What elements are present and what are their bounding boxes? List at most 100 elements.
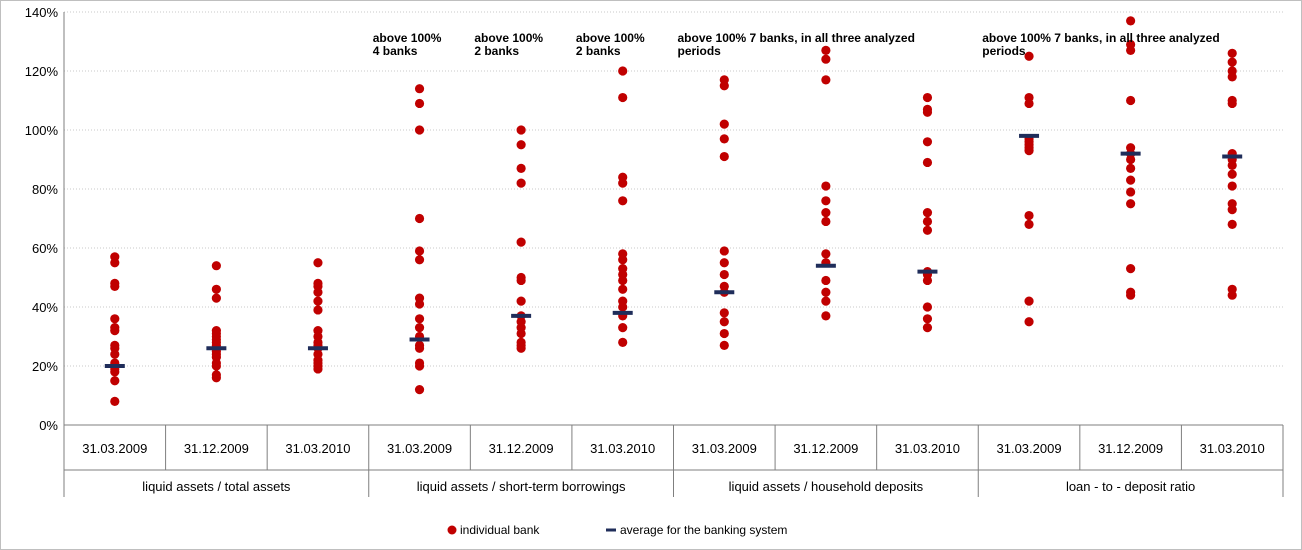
individual-bank-point bbox=[1227, 48, 1237, 58]
legend: individual bank average for the banking … bbox=[447, 523, 787, 537]
x-tick-label: 31.12.2009 bbox=[793, 441, 858, 456]
x-tick-label: 31.03.2010 bbox=[285, 441, 350, 456]
individual-bank-point bbox=[719, 246, 729, 256]
group-label: liquid assets / household deposits bbox=[729, 479, 924, 494]
individual-bank-point bbox=[821, 311, 831, 321]
annotation-line: 2 banks bbox=[576, 44, 621, 58]
individual-bank-point bbox=[516, 163, 526, 173]
individual-bank-point bbox=[1024, 317, 1034, 327]
individual-bank-point bbox=[922, 137, 933, 147]
individual-bank-point bbox=[618, 249, 628, 259]
y-tick-label: 60% bbox=[32, 241, 58, 256]
x-tick-label: 31.03.2009 bbox=[387, 441, 452, 456]
individual-bank-point bbox=[1024, 51, 1034, 61]
individual-bank-point bbox=[313, 278, 323, 288]
individual-bank-point bbox=[1024, 296, 1034, 306]
group-label: loan - to - deposit ratio bbox=[1066, 479, 1195, 494]
y-tick-label: 20% bbox=[32, 359, 58, 374]
x-tick-label: 31.03.2010 bbox=[590, 441, 655, 456]
y-tick-label: 140% bbox=[25, 5, 59, 20]
individual-bank-point bbox=[414, 385, 425, 395]
individual-bank-point bbox=[821, 196, 831, 206]
individual-bank-point bbox=[922, 302, 933, 312]
gridlines bbox=[64, 11, 1283, 367]
individual-bank-point bbox=[1126, 187, 1136, 197]
y-tick-label: 40% bbox=[32, 300, 58, 315]
individual-bank-point bbox=[618, 196, 628, 206]
individual-bank-point bbox=[719, 269, 729, 280]
individual-bank-point bbox=[618, 296, 628, 306]
x-tick-label: 31.03.2009 bbox=[997, 441, 1062, 456]
individual-bank-point bbox=[1227, 181, 1237, 191]
individual-bank-point bbox=[922, 92, 933, 103]
individual-bank-point bbox=[719, 151, 729, 162]
individual-bank-point bbox=[313, 258, 323, 268]
individual-bank-point bbox=[110, 376, 120, 386]
individual-bank-point bbox=[110, 396, 120, 406]
individual-bank-point bbox=[1227, 169, 1237, 179]
individual-bank-point bbox=[922, 323, 933, 333]
individual-bank-point bbox=[618, 323, 628, 333]
individual-bank-point bbox=[719, 317, 729, 327]
individual-bank-point bbox=[1227, 284, 1237, 294]
individual-bank-point bbox=[821, 249, 831, 259]
individual-bank-point bbox=[1227, 57, 1237, 67]
individual-bank-point bbox=[414, 213, 425, 224]
individual-bank-point bbox=[110, 323, 120, 333]
individual-bank-point bbox=[211, 284, 221, 294]
individual-bank-point bbox=[618, 264, 628, 274]
individual-bank-point bbox=[414, 314, 425, 324]
legend-individual-label: individual bank bbox=[460, 523, 540, 537]
individual-bank-point bbox=[1126, 143, 1136, 153]
individual-bank-point bbox=[414, 255, 425, 265]
individual-bank-point bbox=[1126, 175, 1136, 185]
individual-bank-point bbox=[313, 305, 323, 315]
annotation: above 100% 2 banks bbox=[474, 31, 543, 58]
individual-bank-point bbox=[414, 98, 425, 109]
individual-bank-point bbox=[414, 293, 425, 303]
annotation-line: periods bbox=[982, 44, 1026, 58]
x-axis: 31.03.2009 31.12.2009 31.03.2010 31.03.2009… bbox=[63, 12, 1284, 497]
individual-bank-point bbox=[414, 358, 425, 368]
individual-bank-point bbox=[719, 258, 729, 268]
legend-individual-marker bbox=[447, 525, 457, 535]
y-axis-ticks: 0% 20% 40% 60% 80% 100% 120% 140% bbox=[25, 5, 59, 433]
individual-bank-point bbox=[719, 134, 729, 144]
x-tick-label: 31.03.2009 bbox=[82, 441, 147, 456]
annotation: above 100% 2 banks bbox=[576, 31, 645, 58]
individual-bank-point bbox=[516, 296, 526, 306]
y-tick-label: 100% bbox=[25, 123, 59, 138]
individual-bank-point bbox=[211, 261, 221, 271]
individual-bank-point bbox=[821, 287, 831, 297]
annotation: above 100% 4 banks bbox=[373, 31, 442, 58]
individual-bank-point bbox=[110, 278, 120, 288]
individual-bank-point bbox=[1126, 163, 1136, 173]
individual-bank-point bbox=[414, 84, 425, 94]
individual-bank-point bbox=[211, 370, 221, 380]
annotation-line: above 100% bbox=[474, 31, 543, 45]
individual-bank-point bbox=[211, 326, 221, 336]
individual-bank-point bbox=[211, 293, 221, 303]
annotation-line: above 100% 7 banks, in all three analyze… bbox=[678, 31, 915, 45]
individual-bank-point bbox=[414, 323, 425, 333]
individual-bank-point bbox=[516, 125, 526, 135]
individual-bank-point bbox=[821, 75, 831, 85]
annotation-line: above 100% bbox=[373, 31, 442, 45]
individual-bank-point bbox=[1126, 287, 1136, 297]
individual-bank-point bbox=[110, 314, 120, 324]
individual-bank-point bbox=[110, 252, 120, 262]
individual-bank-point bbox=[719, 119, 729, 129]
x-tick-label: 31.12.2009 bbox=[184, 441, 249, 456]
individual-bank-point bbox=[1126, 199, 1136, 209]
individual-bank-point bbox=[1227, 95, 1237, 106]
individual-bank-point bbox=[414, 340, 425, 350]
individual-bank-point bbox=[719, 75, 729, 85]
individual-bank-point bbox=[618, 92, 628, 103]
individual-bank-point bbox=[821, 45, 831, 55]
individual-bank-point bbox=[313, 326, 323, 336]
individual-bank-point bbox=[1227, 66, 1237, 76]
individual-bank-point bbox=[922, 216, 933, 227]
individual-bank-point bbox=[618, 284, 628, 294]
